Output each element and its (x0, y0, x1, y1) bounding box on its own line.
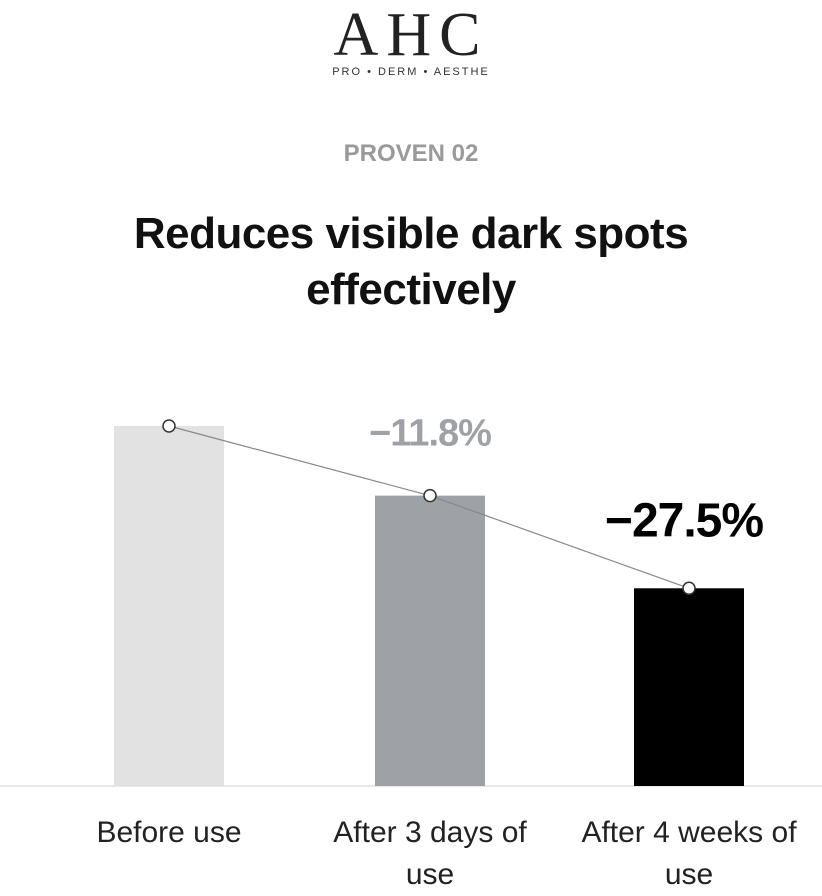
x-tick-label: Before use (96, 816, 242, 849)
bar (375, 495, 485, 786)
trend-point (423, 488, 437, 503)
bar (114, 426, 224, 786)
brand-logo: AHC (333, 1, 489, 69)
eyebrow: PROVEN 02 (343, 140, 479, 167)
data-label: −11.8% (369, 413, 491, 455)
chart-title: Reduces visible dark spots effectively (133, 209, 689, 314)
trend-point (162, 419, 176, 433)
bar (634, 588, 744, 786)
trend-point (682, 581, 696, 596)
brand-tagline: PRO • DERM • AESTHE (332, 66, 490, 78)
x-tick-label: After 4 weeks of use (581, 816, 797, 891)
data-label: −27.5% (605, 494, 763, 547)
x-tick-label: After 3 days of use (333, 816, 527, 891)
